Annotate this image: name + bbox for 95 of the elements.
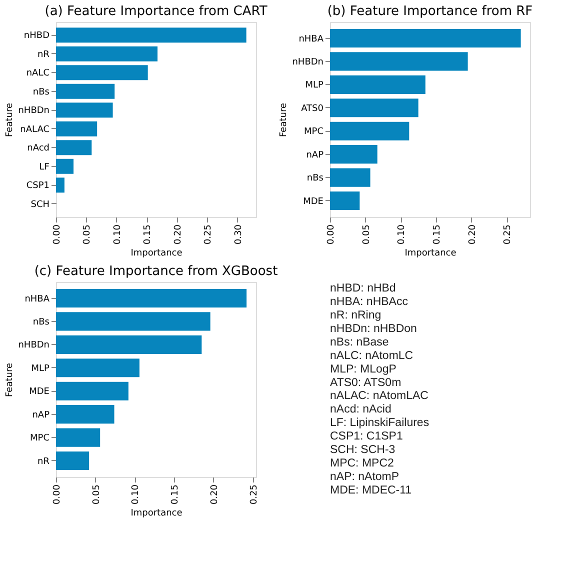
bar xyxy=(56,288,247,308)
bar xyxy=(330,28,521,48)
y-tick-label: nHBA xyxy=(24,294,50,304)
x-tick-label: 0.10 xyxy=(397,224,408,245)
text: MDE: MDEC-11 xyxy=(330,484,412,496)
text: nAP: nAtomP xyxy=(330,470,400,483)
x-axis-title: Importance xyxy=(130,508,183,519)
x-tick-label: 0.10 xyxy=(112,224,123,245)
bar xyxy=(56,28,246,43)
x-tick-label: 0.00 xyxy=(326,224,336,245)
bar xyxy=(56,178,64,193)
x-tick-label: 0.15 xyxy=(432,224,443,245)
chart-title: (b) Feature Importance from RF xyxy=(327,4,533,19)
text: ATS0: ATS0m xyxy=(330,376,402,389)
text: nALC: nAtomLC xyxy=(330,350,414,362)
bar xyxy=(56,428,100,447)
bar xyxy=(56,84,115,99)
text: nALAC: nAtomLAC xyxy=(330,390,428,402)
y-tick-label: nHBDn xyxy=(18,106,50,116)
text: nBs: nBase xyxy=(330,336,389,348)
bar xyxy=(56,65,148,80)
text: LF: LipinskiFailures xyxy=(330,417,430,430)
bar xyxy=(56,158,74,174)
x-tick-label: 0.05 xyxy=(92,484,102,505)
x-tick-label: 0.05 xyxy=(82,224,93,245)
x-tick-label: 0.05 xyxy=(362,224,372,245)
text: nHBD: nHBd xyxy=(330,282,396,295)
y-tick-label: nBs xyxy=(306,174,324,184)
text: MPC: MPC2 xyxy=(330,457,394,470)
x-axis-title: Importance xyxy=(130,248,183,259)
bar xyxy=(56,382,128,400)
x-tick-label: 0.20 xyxy=(210,484,220,505)
x-tick-label: 0.20 xyxy=(173,224,184,245)
y-tick-label: nR xyxy=(38,50,50,60)
x-tick-label: 0.25 xyxy=(249,484,260,505)
y-tick-label: nALAC xyxy=(20,124,50,135)
bar xyxy=(56,121,98,136)
x-tick-label: 0.00 xyxy=(52,224,62,245)
y-tick-label: SCH xyxy=(30,200,50,210)
bar xyxy=(56,102,113,118)
bar xyxy=(330,75,426,94)
bar xyxy=(330,122,410,140)
bar xyxy=(330,168,370,187)
x-tick-label: 0.25 xyxy=(204,224,214,245)
y-tick-label: MDE xyxy=(303,196,324,207)
y-tick-label: MLP xyxy=(31,364,50,374)
y-tick-label: nBs xyxy=(32,317,50,328)
bar xyxy=(56,335,202,354)
y-tick-label: nALC xyxy=(26,68,50,79)
text: CSP1: C1SP1 xyxy=(330,430,403,443)
y-tick-label: ATS0 xyxy=(301,104,324,114)
text: nHBDn: nHBDon xyxy=(330,323,417,336)
y-tick-label: nAcd xyxy=(27,144,50,154)
bar xyxy=(330,191,360,210)
bar xyxy=(56,358,140,378)
x-tick-label: 0.15 xyxy=(170,484,181,505)
y-tick-label: nAP xyxy=(32,410,50,420)
chart-title: (a) Feature Importance from CART xyxy=(44,4,268,19)
y-tick-label: nHBD xyxy=(24,31,50,42)
y-axis-title: Feature xyxy=(279,102,290,138)
y-tick-label: nAP xyxy=(306,150,324,160)
y-tick-label: nR xyxy=(38,456,50,467)
bar xyxy=(56,451,90,470)
bar xyxy=(330,98,418,118)
y-tick-label: nHBA xyxy=(298,34,324,44)
bar xyxy=(56,405,114,424)
text: SCH: SCH-3 xyxy=(330,444,396,456)
bar xyxy=(56,312,210,331)
y-tick-label: MPC xyxy=(30,434,50,444)
text: MLP: MLogP xyxy=(330,363,397,376)
x-tick-label: 0.20 xyxy=(468,224,478,245)
bar xyxy=(56,140,92,156)
y-tick-label: MPC xyxy=(304,127,324,138)
text: nHBA: nHBAcc xyxy=(330,296,408,308)
x-tick-label: 0.00 xyxy=(52,484,62,505)
x-tick-label: 0.15 xyxy=(143,224,154,245)
text: nR: nRing xyxy=(330,310,382,322)
chart-title: (c) Feature Importance from XGBoost xyxy=(34,264,278,279)
y-tick-label: nHBDn xyxy=(18,340,50,351)
text: nAcd: nAcid xyxy=(330,404,392,416)
x-tick-label: 0.25 xyxy=(503,224,514,245)
y-tick-label: nHBDn xyxy=(292,57,324,68)
y-tick-label: nBs xyxy=(32,87,50,98)
x-tick-label: 0.30 xyxy=(234,224,244,245)
y-tick-label: CSP1 xyxy=(26,181,50,192)
y-axis-title: Feature xyxy=(5,362,16,398)
x-axis-title: Importance xyxy=(404,248,457,259)
y-tick-label: LF xyxy=(39,162,50,172)
y-tick-label: MLP xyxy=(305,80,324,91)
y-axis-title: Feature xyxy=(5,102,16,138)
x-tick-label: 0.10 xyxy=(131,484,142,505)
bar xyxy=(330,52,468,71)
y-tick-label: MDE xyxy=(29,387,50,398)
bar xyxy=(330,145,378,164)
bar xyxy=(56,46,158,62)
